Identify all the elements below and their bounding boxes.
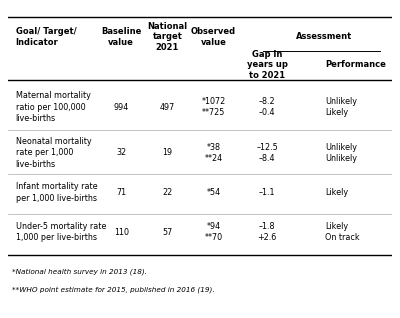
Text: *38
**24: *38 **24 xyxy=(204,143,222,163)
Text: Under-5 mortality rate
1,000 per live-births: Under-5 mortality rate 1,000 per live-bi… xyxy=(16,222,106,243)
Text: 110: 110 xyxy=(114,228,129,237)
Text: –8.2
–0.4: –8.2 –0.4 xyxy=(259,97,276,117)
Text: Assessment: Assessment xyxy=(296,32,352,41)
Text: –1.8
+2.6: –1.8 +2.6 xyxy=(258,222,277,243)
Text: Unlikely
Likely: Unlikely Likely xyxy=(325,97,357,117)
Text: Maternal mortality
ratio per 100,000
live-births: Maternal mortality ratio per 100,000 liv… xyxy=(16,91,90,123)
Text: Unlikely
Unlikely: Unlikely Unlikely xyxy=(325,143,357,163)
Text: *54: *54 xyxy=(206,188,220,197)
Text: 57: 57 xyxy=(162,228,172,237)
Text: *1072
**725: *1072 **725 xyxy=(201,97,226,117)
Text: 19: 19 xyxy=(162,149,172,157)
Text: Baseline
value: Baseline value xyxy=(101,27,142,47)
Text: –12.5
–8.4: –12.5 –8.4 xyxy=(256,143,278,163)
Text: 994: 994 xyxy=(114,103,129,112)
Text: Goal/ Target/
Indicator: Goal/ Target/ Indicator xyxy=(16,27,76,47)
Text: Likely
On track: Likely On track xyxy=(325,222,360,243)
Text: –1.1: –1.1 xyxy=(259,188,276,197)
Text: National
target
2021: National target 2021 xyxy=(147,22,188,52)
Text: Infant mortality rate
per 1,000 live-births: Infant mortality rate per 1,000 live-bir… xyxy=(16,182,97,203)
Text: 22: 22 xyxy=(162,188,172,197)
Text: *94
**70: *94 **70 xyxy=(204,222,222,243)
Text: **WHO point estimate for 2015, published in 2016 (19).: **WHO point estimate for 2015, published… xyxy=(12,286,214,293)
Text: 497: 497 xyxy=(160,103,175,112)
Text: Neonatal mortality
rate per 1,000
live-births: Neonatal mortality rate per 1,000 live-b… xyxy=(16,137,91,169)
Text: Likely: Likely xyxy=(325,188,348,197)
Text: Observed
value: Observed value xyxy=(191,27,236,47)
Text: Gap in
years up
to 2021: Gap in years up to 2021 xyxy=(247,50,288,80)
Text: 32: 32 xyxy=(116,149,126,157)
Text: 71: 71 xyxy=(116,188,126,197)
Text: Performance: Performance xyxy=(325,60,386,69)
Text: *National health survey in 2013 (18).: *National health survey in 2013 (18). xyxy=(12,269,147,275)
